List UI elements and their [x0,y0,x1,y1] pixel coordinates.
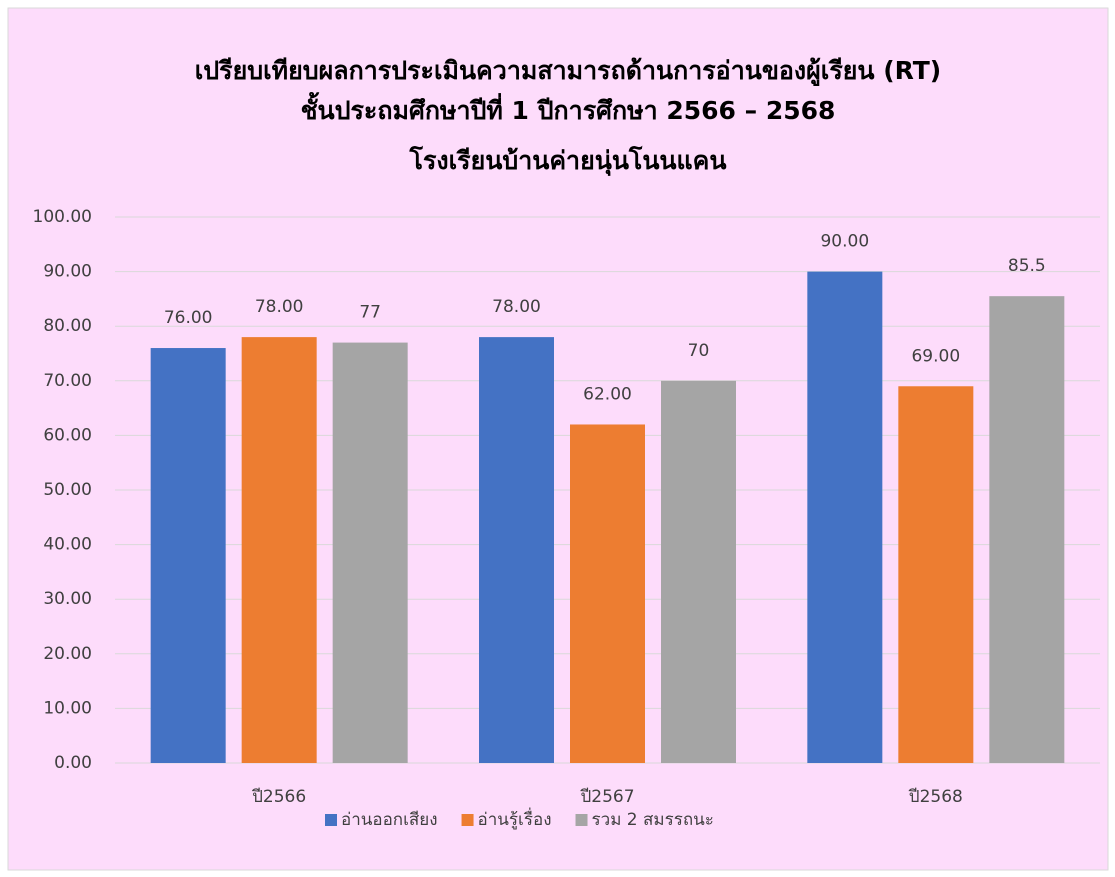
bar [661,380,736,763]
data-label: 78.00 [492,297,541,317]
bar [332,342,408,763]
legend-label: อ่านรู้เรื่อง [478,807,552,830]
bar [898,386,974,763]
data-label: 76.00 [164,308,213,328]
y-tick-label: 100.00 [33,207,92,227]
bar [479,337,554,763]
y-tick-label: 50.00 [43,480,92,500]
bar [241,337,317,763]
x-tick-label: ปี2568 [908,787,963,807]
chart-title: โรงเรียนบ้านค่ายนุ่นโนนแคน [409,145,727,177]
chart-title: เปรียบเทียบผลการประเมินความสามารถด้านการ… [195,56,941,87]
data-label: 70 [688,341,710,361]
data-label: 78.00 [255,297,304,317]
legend-label: รวม 2 สมรรถนะ [592,810,714,830]
x-tick-label: ปี2566 [251,787,306,807]
y-tick-label: 0.00 [54,753,92,773]
bar [150,348,226,763]
y-tick-label: 70.00 [43,371,92,391]
data-label: 62.00 [583,384,632,404]
legend-swatch [461,814,474,826]
y-tick-label: 10.00 [43,698,92,718]
x-tick-label: ปี2567 [580,787,635,807]
bar [989,296,1065,763]
y-tick-label: 40.00 [43,535,92,555]
legend-swatch [325,814,337,826]
data-label: 69.00 [911,346,960,366]
y-tick-label: 90.00 [43,262,92,282]
y-tick-label: 80.00 [43,316,92,336]
data-label: 85.5 [1008,256,1046,276]
y-tick-label: 30.00 [43,589,92,609]
bar [570,424,645,763]
data-label: 77 [359,303,381,323]
data-label: 90.00 [820,232,869,252]
chart-title: ชั้นประถมศึกษาปีที่ 1 ปีการศึกษา 2566 – … [301,91,836,125]
legend-label: อ่านออกเสียง [341,810,438,830]
bar [807,271,883,763]
y-tick-label: 20.00 [43,644,92,664]
y-tick-label: 60.00 [43,425,92,445]
legend-swatch [575,814,588,826]
